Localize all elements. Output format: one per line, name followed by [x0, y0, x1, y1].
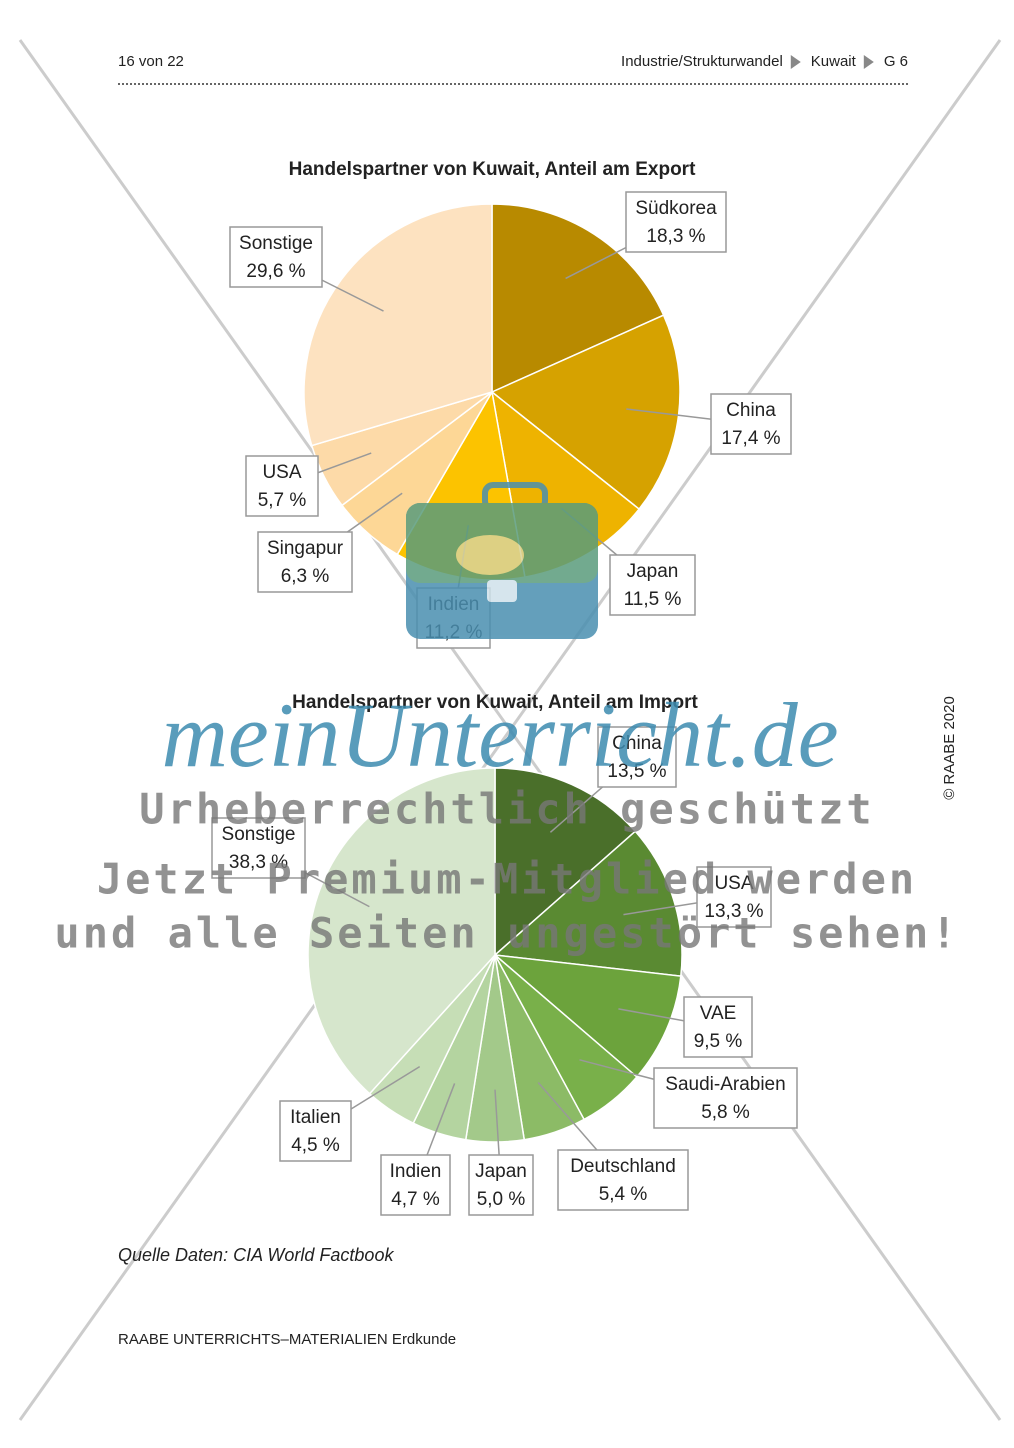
slice-label: Sonstige [222, 824, 296, 845]
slice-label: Japan [475, 1161, 527, 1182]
chart-title: Handelspartner von Kuwait, Anteil am Exp… [289, 159, 696, 180]
slice-label: Singapur [267, 538, 344, 559]
callout-box [597, 726, 677, 788]
slice-value-label: 18,3 % [646, 226, 705, 247]
pie-chart: Handelspartner von Kuwait, Anteil am Imp… [211, 692, 798, 1216]
breadcrumb: Kuwait [811, 53, 857, 70]
callout-box [257, 531, 353, 593]
slice-value-label: 4,5 % [291, 1135, 340, 1156]
pie-slice [492, 953, 682, 1078]
breadcrumb-arrow [790, 55, 801, 69]
callout-box [229, 226, 323, 288]
page-number: 16 von 22 [118, 53, 184, 70]
slice-value-label: 5,0 % [477, 1189, 526, 1210]
slice-label: Saudi-Arabien [665, 1074, 785, 1095]
breadcrumbs: G 6 Kuwait Industrie/Strukturwandel [621, 53, 908, 70]
slice-value-label: 6,3 % [281, 566, 330, 587]
footer: RAABE UNTERRICHTS–MATERIALIEN Erdkunde [118, 1331, 456, 1348]
copyright: © RAABE 2020 [941, 696, 958, 800]
pie-slice [494, 767, 637, 957]
slice-label: Italien [290, 1107, 341, 1128]
breadcrumb: Industrie/Strukturwandel [621, 53, 783, 70]
chart-title: Handelspartner von Kuwait, Anteil am Imp… [292, 692, 698, 713]
slice-value-label: 13,5 % [607, 761, 666, 782]
source-note: Quelle Daten: CIA World Factbook [118, 1245, 394, 1265]
callout-box [696, 866, 772, 928]
slice-value-label: 29,6 % [246, 261, 305, 282]
slice-label: USA [714, 873, 753, 894]
slice-label: Japan [627, 561, 679, 582]
breadcrumb-arrow [863, 55, 874, 69]
slice-value-label: 38,3 % [229, 852, 288, 873]
slice-value-label: 9,5 % [694, 1031, 743, 1052]
callout-box [625, 191, 727, 253]
slice-label: Sonstige [239, 233, 313, 254]
watermark-line: Jetzt Premium-Mitglied werden [97, 855, 917, 904]
callout-box [557, 1149, 689, 1211]
slice-value-label: 5,4 % [599, 1184, 648, 1205]
slice-value-label: 11,5 % [624, 589, 682, 610]
callout-box [245, 455, 319, 517]
slice-value-label: 17,4 % [721, 428, 780, 449]
slice-label: USA [262, 462, 301, 483]
callout-box [683, 996, 753, 1058]
pie-slice [303, 203, 493, 447]
watermark-line: und alle Seiten ungestört sehen! [54, 909, 959, 958]
slice-label: VAE [700, 1003, 737, 1024]
callout-box [279, 1100, 352, 1162]
callout-box [653, 1067, 798, 1129]
slice-value-label: 4,7 % [391, 1189, 440, 1210]
slice-value-label: 5,8 % [701, 1102, 750, 1123]
pie-slice [493, 830, 683, 977]
callout-box [468, 1154, 534, 1216]
slice-value-label: 5,7 % [258, 490, 307, 511]
watermark-cross [18, 39, 1002, 1421]
callout-box [211, 817, 306, 879]
slice-label: Südkorea [635, 198, 717, 219]
slice-label: China [612, 733, 662, 754]
pie-slice [307, 767, 496, 1095]
breadcrumb: G 6 [884, 53, 908, 70]
callout-box [380, 1154, 451, 1216]
slice-label: Deutschland [570, 1156, 676, 1177]
callout-box [710, 393, 792, 455]
slice-label: Indien [390, 1161, 442, 1182]
watermark-brand: meinUnterricht.de [161, 684, 838, 786]
slice-label: China [726, 400, 776, 421]
watermark-line: Urheberrechtlich geschützt [139, 785, 874, 834]
briefcase-icon [406, 482, 598, 639]
pie-slice [491, 203, 665, 394]
slice-value-label: 13,3 % [704, 901, 763, 922]
callout-box [609, 554, 696, 616]
